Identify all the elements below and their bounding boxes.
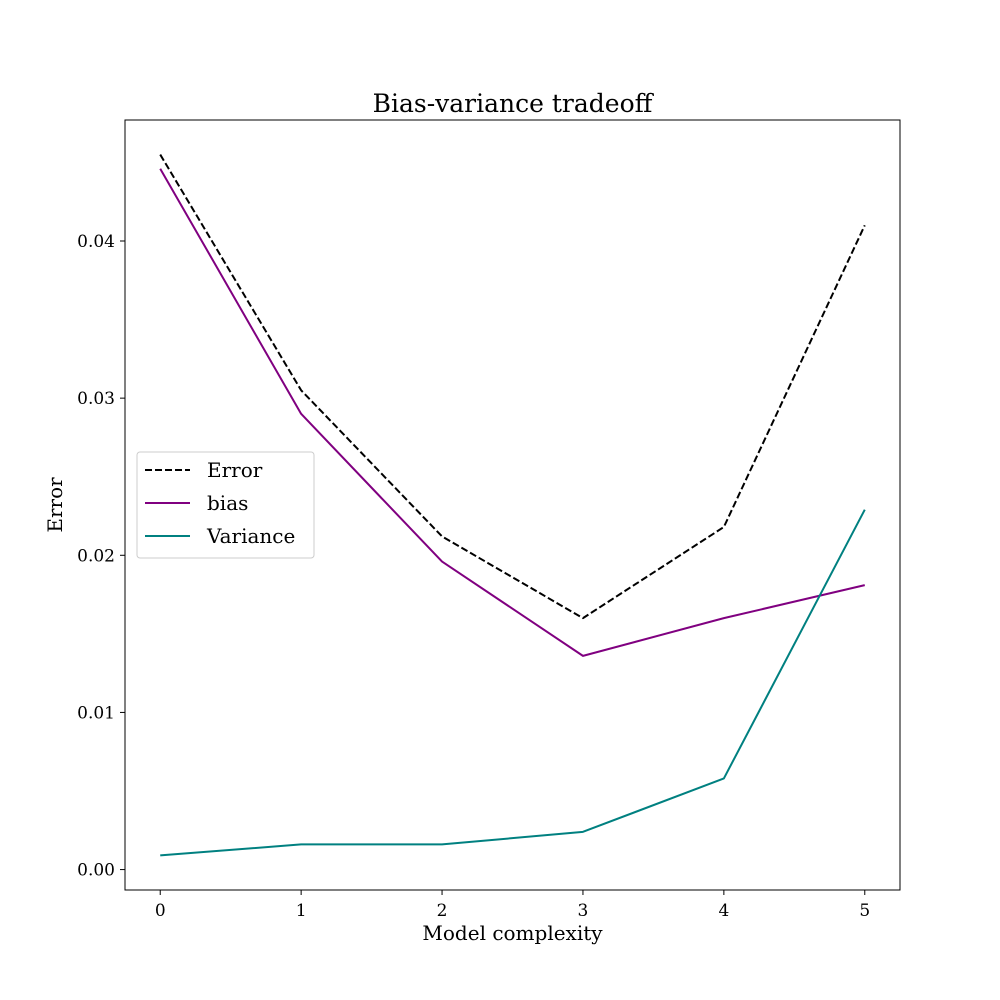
y-tick-label: 0.04 (77, 232, 115, 252)
plot-frame (124, 119, 901, 891)
x-axis-label: Model complexity (422, 921, 603, 945)
x-axis: 0 1 2 3 4 5 (155, 890, 870, 921)
x-tick-label: 1 (296, 901, 307, 921)
series-line-bias (159, 168, 865, 657)
legend-label-variance: Variance (206, 524, 295, 548)
legend-label-error: Error (207, 458, 263, 482)
legend: Error bias Variance (136, 451, 315, 559)
y-tick-label: 0.02 (77, 546, 115, 566)
x-tick-label: 3 (578, 901, 589, 921)
x-tick-label: 2 (437, 901, 448, 921)
x-tick-label: 0 (155, 901, 166, 921)
series-line-error (159, 154, 866, 620)
y-axis-label: Error (43, 477, 67, 533)
y-tick-label: 0.01 (77, 703, 115, 723)
legend-label-bias: bias (207, 491, 248, 515)
y-tick-label: 0.00 (77, 861, 115, 881)
x-tick-label: 5 (859, 901, 870, 921)
legend-box (136, 451, 315, 559)
y-axis: 0.00 0.01 0.02 0.03 0.04 (77, 232, 125, 881)
x-tick-label: 4 (718, 901, 729, 921)
chart-title: Bias-variance tradeoff (373, 89, 655, 118)
series-line-variance (160, 509, 866, 857)
plot-area (159, 154, 866, 857)
y-tick-label: 0.03 (77, 389, 115, 409)
